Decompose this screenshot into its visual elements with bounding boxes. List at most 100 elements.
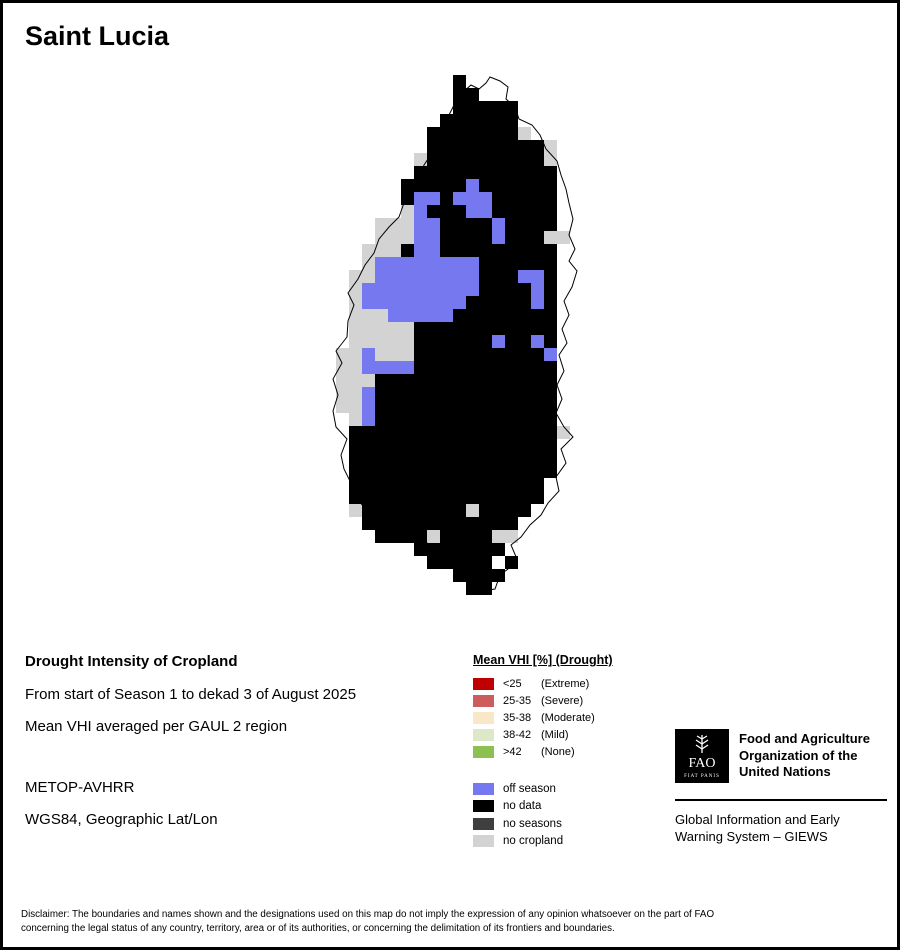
map-cell <box>349 452 362 465</box>
map-cell <box>479 218 492 231</box>
map-cell <box>440 283 453 296</box>
map-cell <box>427 205 440 218</box>
map-cell <box>505 140 518 153</box>
map-cell <box>362 348 375 361</box>
map-cell <box>479 491 492 504</box>
legend-swatch <box>473 728 494 741</box>
map-cell <box>440 413 453 426</box>
map-cell <box>531 257 544 270</box>
map-cell <box>453 192 466 205</box>
map-cell <box>427 166 440 179</box>
map-cell <box>518 361 531 374</box>
map-cell <box>479 569 492 582</box>
legend-category-label: no seasons <box>503 817 562 830</box>
map-cell <box>362 452 375 465</box>
map-cell <box>492 361 505 374</box>
map-cell <box>505 231 518 244</box>
map-cell <box>505 296 518 309</box>
map-cell <box>492 517 505 530</box>
map-cell <box>440 348 453 361</box>
map-cell <box>518 244 531 257</box>
map-cell <box>401 439 414 452</box>
map-cell <box>388 400 401 413</box>
map-cell <box>388 244 401 257</box>
map-cell <box>453 387 466 400</box>
map-cell <box>414 179 427 192</box>
giews-name: Global Information and Early Warning Sys… <box>675 811 887 845</box>
map-cell <box>479 426 492 439</box>
legend: Mean VHI [%] (Drought) <25 (Extreme) 25-35… <box>473 653 613 850</box>
map-method: Mean VHI averaged per GAUL 2 region <box>25 718 288 735</box>
map-cell <box>544 296 557 309</box>
map-cell <box>479 335 492 348</box>
map-cell <box>518 478 531 491</box>
map-cell <box>427 231 440 244</box>
map-subject-heading: Drought Intensity of Cropland <box>25 653 238 670</box>
map-cell <box>453 309 466 322</box>
map-cell <box>414 517 427 530</box>
map-cell <box>518 296 531 309</box>
map-cell <box>336 387 349 400</box>
map-cell <box>518 309 531 322</box>
map-cell <box>505 257 518 270</box>
map-cell <box>518 270 531 283</box>
map-cell <box>531 283 544 296</box>
map-cell <box>492 335 505 348</box>
map-cell <box>505 400 518 413</box>
map-cell <box>505 322 518 335</box>
map-cell <box>492 296 505 309</box>
map-cell <box>349 439 362 452</box>
map-cell <box>375 452 388 465</box>
map-cell <box>388 361 401 374</box>
map-cell <box>427 179 440 192</box>
map-cell <box>505 270 518 283</box>
map-cell <box>453 270 466 283</box>
map-cell <box>440 166 453 179</box>
map-cell <box>349 387 362 400</box>
map-cell <box>505 179 518 192</box>
legend-swatch <box>473 817 494 830</box>
legend-drought-classes: <25 (Extreme) 25-35 (Severe) 35-38 (Moderate)… <box>473 675 613 760</box>
map-cell <box>440 140 453 153</box>
map-cell <box>518 179 531 192</box>
map-cell <box>466 257 479 270</box>
map-cell <box>492 218 505 231</box>
map-cell <box>453 114 466 127</box>
map-cell <box>518 322 531 335</box>
map-cell <box>362 257 375 270</box>
map-cell <box>440 322 453 335</box>
map-cell <box>518 192 531 205</box>
map-cell <box>440 127 453 140</box>
map-cell <box>453 517 466 530</box>
map-cell <box>531 309 544 322</box>
map-cell <box>492 257 505 270</box>
sensor-block: METOP-AVHRR WGS84, Geographic Lat/Lon <box>25 779 218 843</box>
map-cell <box>466 504 479 517</box>
map-cell <box>466 517 479 530</box>
map-cell <box>531 153 544 166</box>
map-cell <box>401 205 414 218</box>
map-cell <box>453 426 466 439</box>
map-cell <box>388 231 401 244</box>
map-cell <box>453 348 466 361</box>
map-cell <box>492 192 505 205</box>
map-cell <box>518 374 531 387</box>
map-cell <box>466 465 479 478</box>
map-cell <box>401 530 414 543</box>
map-cell <box>375 387 388 400</box>
map-cell <box>505 309 518 322</box>
map-cell <box>492 140 505 153</box>
map-cell <box>479 478 492 491</box>
map-cell <box>362 322 375 335</box>
fao-branding: FAO FIAT PANIS Food and Agriculture Orga… <box>675 729 887 845</box>
island-outline <box>332 76 578 592</box>
map-cell <box>544 335 557 348</box>
legend-class-value: 25-35 <box>503 694 532 707</box>
map-cell <box>544 426 557 439</box>
map-cell <box>427 387 440 400</box>
map-cell <box>479 166 492 179</box>
map-cell <box>414 400 427 413</box>
map-cell <box>414 439 427 452</box>
legend-class-value: <25 <box>503 677 522 690</box>
page-title: Saint Lucia <box>25 21 170 51</box>
